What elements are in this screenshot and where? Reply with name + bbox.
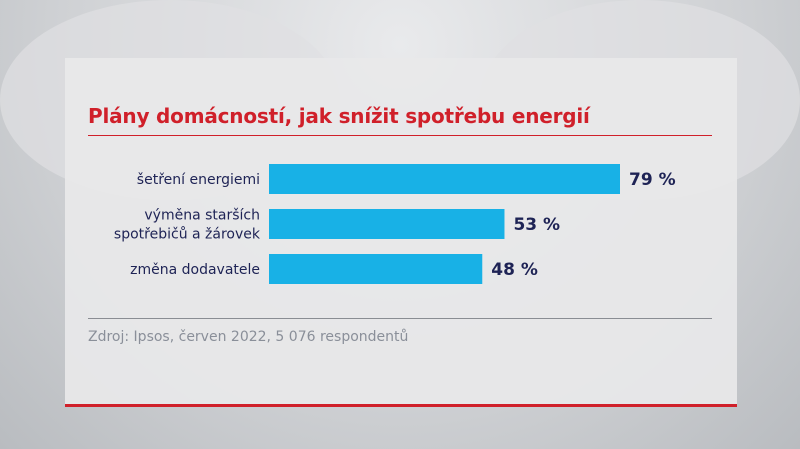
category-label: šetření energiemi bbox=[137, 172, 260, 188]
title-divider bbox=[88, 135, 712, 136]
category-label: výměna starších bbox=[144, 208, 260, 224]
bar bbox=[269, 209, 505, 239]
category-label: změna dodavatele bbox=[130, 262, 260, 278]
value-label: 79 % bbox=[629, 170, 676, 190]
bottom-accent-line bbox=[65, 404, 737, 407]
category-label: spotřebičů a žárovek bbox=[114, 227, 261, 243]
bar bbox=[269, 164, 620, 194]
chart-title: Plány domácností, jak snížit spotřebu en… bbox=[88, 104, 590, 128]
value-label: 48 % bbox=[491, 260, 538, 280]
source-divider bbox=[88, 318, 712, 319]
bar bbox=[269, 254, 483, 284]
value-label: 53 % bbox=[513, 215, 560, 235]
source-note: Zdroj: Ipsos, červen 2022, 5 076 respond… bbox=[88, 329, 409, 345]
